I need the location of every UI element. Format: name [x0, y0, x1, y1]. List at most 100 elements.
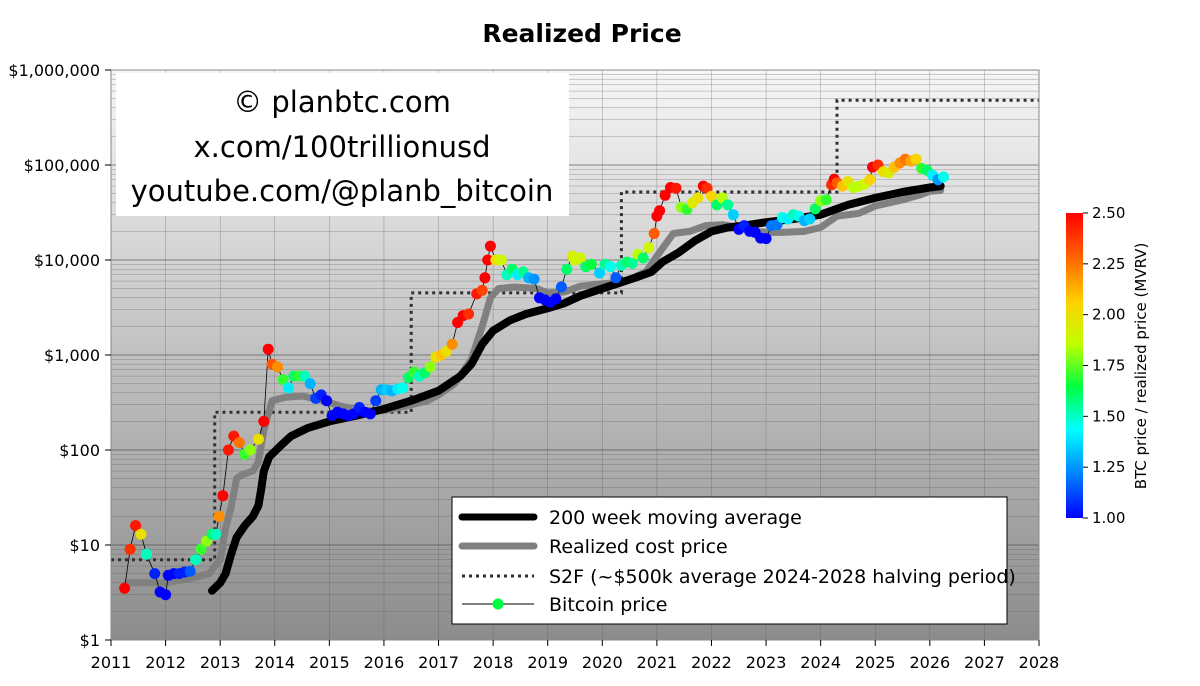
btc-price-marker: [476, 284, 488, 296]
watermark-line-3: youtube.com/@planb_bitcoin: [131, 174, 554, 208]
btc-price-marker: [555, 281, 567, 293]
x-tick-label: 2016: [364, 653, 405, 672]
y-tick-label: $1,000: [44, 346, 100, 365]
watermark-box: [116, 73, 569, 216]
btc-price-marker: [482, 254, 494, 266]
btc-price-marker: [864, 174, 876, 186]
btc-price-marker: [670, 182, 682, 194]
btc-price-marker: [277, 374, 289, 386]
x-tick-label: 2028: [1019, 653, 1060, 672]
colorbar-tick-label: 1.75: [1092, 357, 1125, 375]
x-axis: 2011 2012 2013 2014 2015 2016 2017 2018 2019 2020…: [91, 640, 1060, 672]
watermark: © planbtc.com x.com/100trillionusd youtu…: [116, 73, 569, 216]
y-tick-label: $1: [80, 631, 100, 650]
btc-price-marker: [809, 203, 821, 215]
x-tick-label: 2018: [473, 653, 514, 672]
btc-price-marker: [262, 343, 274, 355]
btc-price-marker: [820, 194, 832, 206]
btc-price-marker: [130, 520, 142, 532]
btc-price-marker: [637, 252, 649, 264]
legend-swatch-btc-marker: [492, 598, 504, 610]
colorbar-ticks: 1.00 1.25 1.50 1.75 2.00 2.25 2.50: [1083, 204, 1125, 527]
colorbar-tick-label: 2.00: [1092, 306, 1125, 324]
btc-price-marker: [528, 273, 540, 285]
watermark-line-1: © planbtc.com: [233, 85, 451, 119]
watermark-line-2: x.com/100trillionusd: [194, 130, 491, 164]
btc-price-marker: [910, 153, 922, 165]
btc-price-marker: [722, 199, 734, 211]
x-tick-label: 2019: [527, 653, 568, 672]
btc-price-marker: [760, 233, 772, 245]
x-tick-label: 2021: [637, 653, 678, 672]
series-layer: [111, 98, 1039, 601]
btc-price-marker: [585, 258, 597, 270]
btc-price-marker: [233, 437, 245, 448]
btc-price-marker: [938, 171, 949, 183]
btc-price-marker: [217, 490, 229, 502]
btc-price-marker: [364, 408, 376, 420]
colorbar-label: BTC price / realized price (MVRV): [1132, 243, 1150, 490]
btc-price-marker: [258, 415, 270, 427]
btc-price-marker: [135, 528, 147, 540]
btc-price-marker: [184, 565, 196, 577]
legend-label-realized: Realized cost price: [549, 536, 728, 558]
colorbar-tick-label: 1.50: [1092, 407, 1125, 425]
btc-price-marker: [495, 254, 507, 266]
btc-price-marker: [222, 444, 234, 456]
ma200-line: [208, 182, 945, 595]
btc-price-marker: [626, 257, 638, 269]
btc-price-marker: [424, 361, 436, 373]
x-tick-label: 2022: [691, 653, 732, 672]
x-tick-label: 2014: [254, 653, 295, 672]
y-tick-label: $10: [69, 536, 100, 555]
x-tick-label: 2024: [800, 653, 841, 672]
colorbar-tick-label: 1.00: [1092, 509, 1125, 527]
btc-price-marker: [370, 395, 382, 407]
btc-price-marker: [149, 568, 161, 580]
btc-price-marker: [282, 382, 294, 394]
btc-price-marker: [706, 190, 717, 202]
x-tick-label: 2011: [91, 653, 132, 672]
y-tick-label: $100,000: [24, 156, 100, 175]
btc-price-marker: [397, 382, 409, 394]
btc-price-marker: [575, 252, 586, 264]
btc-price-marker: [804, 213, 816, 225]
colorbar-tick-label: 2.25: [1092, 255, 1125, 273]
x-tick-label: 2026: [909, 653, 950, 672]
btc-price-marker: [119, 582, 131, 594]
btc-price-marker: [550, 293, 562, 305]
btc-price-marker: [124, 543, 136, 555]
s2f-line: [111, 98, 1039, 562]
btc-price-marker: [610, 272, 622, 284]
legend-label-ma200: 200 week moving average: [549, 507, 802, 529]
chart-title: Realized Price: [482, 19, 681, 48]
x-tick-label: 2013: [200, 653, 241, 672]
x-tick-label: 2015: [309, 653, 350, 672]
x-tick-label: 2017: [418, 653, 459, 672]
btc-price-marker: [561, 263, 573, 275]
legend-box: [451, 496, 1008, 625]
btc-price-marker: [160, 589, 172, 601]
y-tick-label: $10,000: [34, 251, 100, 270]
btc-price-marker: [648, 228, 660, 239]
btc-price-marker: [195, 543, 207, 555]
btc-price-marker: [304, 378, 316, 390]
btc-price-marker: [321, 395, 333, 407]
btc-price-marker: [727, 209, 739, 221]
btc-price-marker: [463, 308, 475, 320]
realized-cost-line: [123, 186, 945, 587]
x-tick-label: 2020: [582, 653, 623, 672]
btc-price-marker: [484, 240, 496, 252]
btc-price-marker: [141, 548, 152, 560]
btc-price-marker: [594, 267, 606, 279]
x-tick-label: 2012: [145, 653, 186, 672]
colorbar-tick-label: 1.25: [1092, 458, 1125, 476]
legend: 200 week moving average Realized cost pr…: [451, 496, 1016, 625]
btc-price-marker: [252, 433, 264, 445]
colorbar: 1.00 1.25 1.50 1.75 2.00 2.25 2.50 BTC price /…: [1066, 204, 1150, 527]
btc-price-marker: [643, 242, 655, 254]
btc-price-marker: [446, 338, 458, 350]
btc-price-marker: [654, 205, 666, 217]
x-tick-label: 2027: [964, 653, 1005, 672]
